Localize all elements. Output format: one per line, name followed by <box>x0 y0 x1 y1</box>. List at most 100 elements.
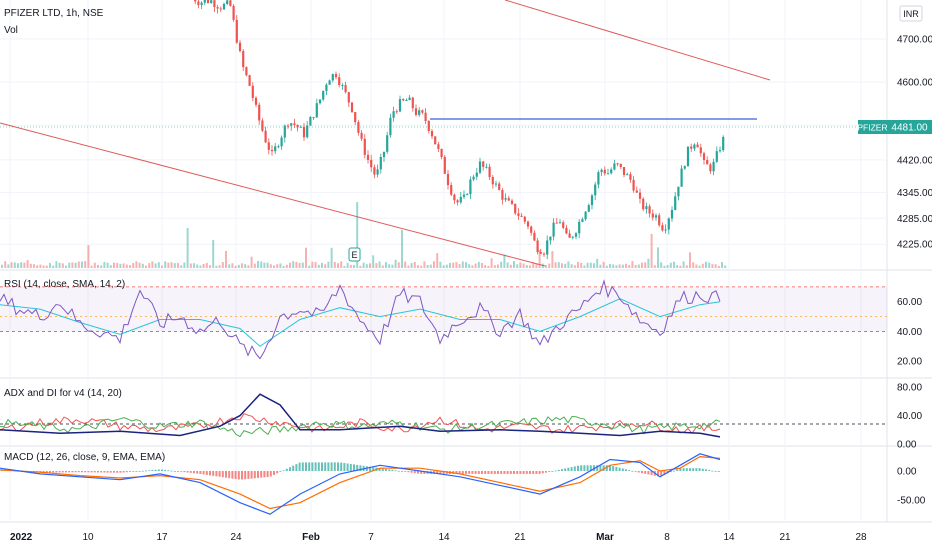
volume-bar <box>29 263 32 268</box>
volume-bar <box>519 262 522 268</box>
macd-histogram-bar <box>481 471 483 474</box>
macd-histogram-bar <box>61 471 64 473</box>
macd-histogram-bar <box>554 470 557 472</box>
volume-bar <box>266 262 269 268</box>
volume-label[interactable]: Vol <box>4 25 18 36</box>
volume-bar <box>615 265 618 268</box>
macd-histogram-bar <box>100 471 103 473</box>
candle-body <box>571 236 574 238</box>
volume-bar <box>586 262 589 268</box>
volume-bar <box>106 262 109 268</box>
volume-bar <box>10 262 13 268</box>
volume-bar <box>442 265 445 268</box>
volume-bar <box>583 265 586 268</box>
macd-histogram-bar <box>673 470 675 472</box>
macd-histogram-bar <box>349 463 352 472</box>
volume-bars <box>1 202 727 268</box>
candle-body <box>370 159 373 168</box>
symbol-title[interactable]: PFIZER LTD, 1h, NSE <box>4 8 104 19</box>
volume-bar <box>679 265 682 268</box>
adx-line[interactable] <box>0 393 721 438</box>
rsi-title[interactable]: RSI (14, close, SMA, 14, 2) <box>4 279 125 290</box>
macd-histogram-bar <box>55 471 58 473</box>
macd-histogram-bar <box>84 471 87 473</box>
candle-body <box>258 104 261 121</box>
candle-body <box>312 117 315 119</box>
candle-body <box>603 169 606 174</box>
volume-bar <box>647 258 650 268</box>
macd-histogram-bar <box>205 471 208 475</box>
price-axis[interactable]: INR 4700.004600.004500.004420.004345.004… <box>857 5 932 251</box>
volume-bar <box>138 262 141 268</box>
di-minus-line[interactable] <box>0 413 721 435</box>
volume-bar <box>461 261 464 268</box>
earnings-marker[interactable]: E <box>348 247 361 262</box>
price-tick-label: 4225.00 <box>897 240 932 251</box>
currency-box[interactable] <box>899 5 923 22</box>
macd-histogram-bar <box>551 471 554 472</box>
rsi-line[interactable] <box>0 279 721 360</box>
volume-bar <box>295 261 298 268</box>
volume-bar <box>724 265 727 268</box>
candle-body <box>379 157 382 170</box>
macd-tick-label: 0.00 <box>897 467 917 478</box>
candle-body <box>485 166 488 168</box>
macd-histogram-bar <box>221 471 224 478</box>
candle-body <box>293 123 296 125</box>
volume-bar <box>330 247 333 268</box>
trendline-lower[interactable] <box>0 122 546 267</box>
volume-bar <box>557 262 560 268</box>
volume-bar <box>221 262 224 268</box>
volume-bar <box>215 265 218 268</box>
volume-bar <box>218 265 221 268</box>
volume-bar <box>7 264 10 268</box>
candle-body <box>482 161 485 167</box>
candle-body <box>702 153 706 160</box>
macd-histogram-bar <box>324 462 327 472</box>
macd-histogram-bar <box>509 471 512 474</box>
volume-bar <box>484 265 487 268</box>
candle-body <box>296 124 299 128</box>
candle-body <box>472 176 475 180</box>
candle-body <box>264 130 267 143</box>
volume-bar <box>244 264 247 268</box>
volume-bar <box>17 263 19 268</box>
di-plus-line[interactable] <box>0 415 721 438</box>
volume-bar <box>141 263 144 268</box>
candle-body <box>597 172 600 185</box>
macd-histogram-bar <box>125 471 128 473</box>
adx-title[interactable]: ADX and DI for v4 (14, 20) <box>4 388 122 399</box>
candle-body <box>376 169 379 175</box>
macd-histogram-bar <box>157 469 160 472</box>
volume-bar <box>97 264 99 268</box>
macd-histogram-bar <box>660 471 663 477</box>
macd-title[interactable]: MACD (12, 26, close, 9, EMA, EMA) <box>4 452 165 463</box>
macd-histogram-bar <box>372 467 375 472</box>
macd-histogram-bar <box>282 470 285 472</box>
trendline-upper[interactable] <box>504 0 771 81</box>
macd-histogram-bar <box>711 470 714 472</box>
volume-bar <box>721 262 723 268</box>
candle-body <box>280 137 283 147</box>
volume-bar <box>317 264 320 268</box>
macd-histogram-bar <box>567 467 570 472</box>
candle-body <box>197 1 200 6</box>
macd-histogram-bar <box>487 471 490 474</box>
macd-histogram-bar <box>455 471 458 474</box>
candle-body <box>360 132 363 139</box>
macd-histogram-bar <box>423 471 426 474</box>
volume-bar <box>273 265 275 268</box>
macd-histogram-bar <box>663 471 666 475</box>
volume-bar <box>410 263 413 268</box>
rsi-ma-line[interactable] <box>0 298 721 347</box>
time-axis[interactable]: 2022 10 17 24 Feb 7 14 21 Mar 8 14 21 28 <box>10 532 867 543</box>
macd-histogram-bar <box>97 471 99 473</box>
volume-bar <box>45 265 48 268</box>
macd-histogram-bar <box>468 471 471 474</box>
macd-histogram-bar <box>247 471 250 479</box>
macd-histogram-bar <box>343 463 346 472</box>
macd-histogram-bar <box>106 471 109 473</box>
macd-line[interactable] <box>0 453 721 515</box>
candle-body <box>350 102 354 113</box>
